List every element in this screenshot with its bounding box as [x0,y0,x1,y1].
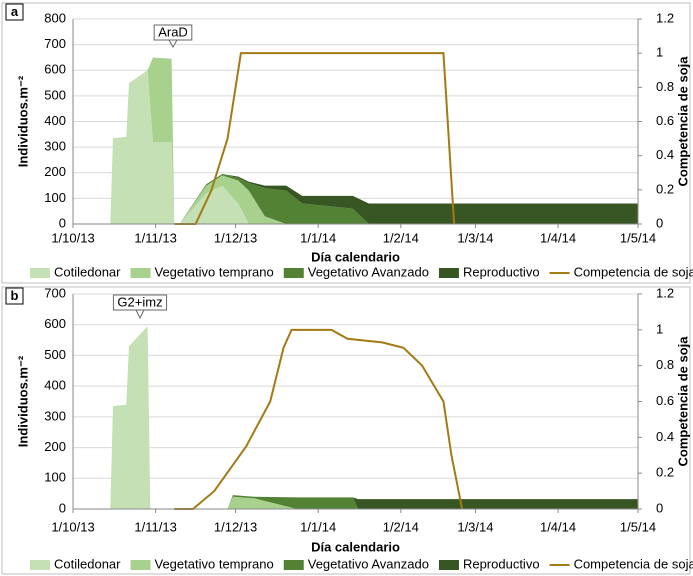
annotation-arrow [135,309,145,320]
legend-label: Vegetativo temprano [155,264,274,279]
x-tick-label: 1/12/13 [214,519,257,534]
y2-axis-title: Competencia de soja [675,336,690,467]
legend-key [283,268,304,278]
y2-tick-label: 0.8 [656,79,674,94]
panel-label-box [5,287,24,305]
y2-axis-title: Competencia de soja [675,56,690,187]
panel-border [1,2,691,284]
x-tick-label: 1/10/13 [51,230,94,245]
x-axis-title: Día calendario [311,539,400,554]
x-tick-label: 1/2/14 [383,519,419,534]
panel-label-box [5,3,24,21]
legend-key [438,268,459,278]
y-tick-label: 500 [44,87,66,102]
legend-key [438,560,459,570]
y2-tick-label: 1.2 [656,10,674,25]
area-series [110,326,638,509]
legend-key [30,560,50,570]
x-tick-label: 1/10/13 [51,519,94,534]
annotation: AraD [158,24,188,39]
panel-border [1,286,691,575]
x-tick-label: 1/1/14 [300,519,336,534]
x-tick-label: 1/4/14 [540,230,576,245]
legend-label: Cotiledonar [54,264,121,279]
x-tick-label: 1/4/14 [540,519,576,534]
y2-tick-label: 0.6 [656,113,674,128]
legend-label: Reproductivo [463,264,540,279]
y2-tick-label: 1.2 [656,285,674,300]
legend-key [130,268,151,278]
y-axis-title: Individuos.m⁻² [15,75,30,167]
y-tick-label: 300 [44,408,66,423]
annotation: G2+imz [117,294,162,309]
y2-tick-label: 0.4 [656,147,674,162]
legend-label: Cotiledonar [54,556,121,571]
legend-label: Vegetativo Avanzado [308,264,429,279]
y2-tick-label: 0.8 [656,357,674,372]
x-tick-label: 1/12/13 [214,230,257,245]
area-series [110,57,638,224]
y2-tick-label: 1 [656,321,663,336]
y2-tick-label: 0.6 [656,393,674,408]
y2-tick-label: 0.2 [656,181,674,196]
legend-label: Competencia de soja [574,264,693,279]
y2-tick-label: 0 [656,500,663,515]
y-tick-label: 400 [44,378,66,393]
legend-key [30,268,50,278]
y2-tick-label: 0.2 [656,465,674,480]
x-tick-label: 1/11/13 [134,519,176,534]
line-series [174,328,464,510]
y-axis-title: Individuos.m⁻² [15,355,30,447]
x-tick-label: 1/11/13 [134,230,176,245]
area-series [110,70,638,224]
area-series [110,57,638,224]
y-tick-label: 0 [59,215,66,230]
panel-label: b [11,288,19,303]
area-series [110,326,638,509]
y-tick-label: 100 [44,190,66,205]
panel-label: a [11,4,19,19]
legend-key [130,560,151,570]
y-tick-label: 300 [44,139,66,154]
x-tick-label: 1/2/14 [383,230,419,245]
area-series [110,326,638,509]
y-tick-label: 200 [44,164,66,179]
y-tick-label: 0 [59,500,66,515]
legend-label: Vegetativo Avanzado [308,556,429,571]
y-tick-label: 600 [44,62,66,77]
y-tick-label: 700 [44,36,66,51]
y2-tick-label: 0 [656,215,663,230]
area-series [110,326,638,509]
x-axis-title: Día calendario [311,249,400,264]
y-tick-label: 200 [44,439,66,454]
y-tick-label: 500 [44,347,66,362]
legend-label: Vegetativo temprano [155,556,274,571]
x-tick-label: 1/3/14 [457,519,493,534]
area-series [110,57,638,224]
x-tick-label: 1/5/14 [620,230,656,245]
x-tick-label: 1/3/14 [457,230,493,245]
legend-label: Competencia de soja [574,556,693,571]
y2-tick-label: 1 [656,45,663,60]
legend-label: Reproductivo [463,556,540,571]
y-tick-label: 400 [44,113,66,128]
y-tick-label: 700 [44,285,66,300]
y2-tick-label: 0.4 [656,429,674,444]
annotation-arrow [168,39,178,49]
x-tick-label: 1/1/14 [300,230,336,245]
legend-key [283,560,304,570]
y-tick-label: 600 [44,316,66,331]
x-tick-label: 1/5/14 [620,519,656,534]
y-tick-label: 800 [44,10,66,25]
y-tick-label: 100 [44,470,66,485]
